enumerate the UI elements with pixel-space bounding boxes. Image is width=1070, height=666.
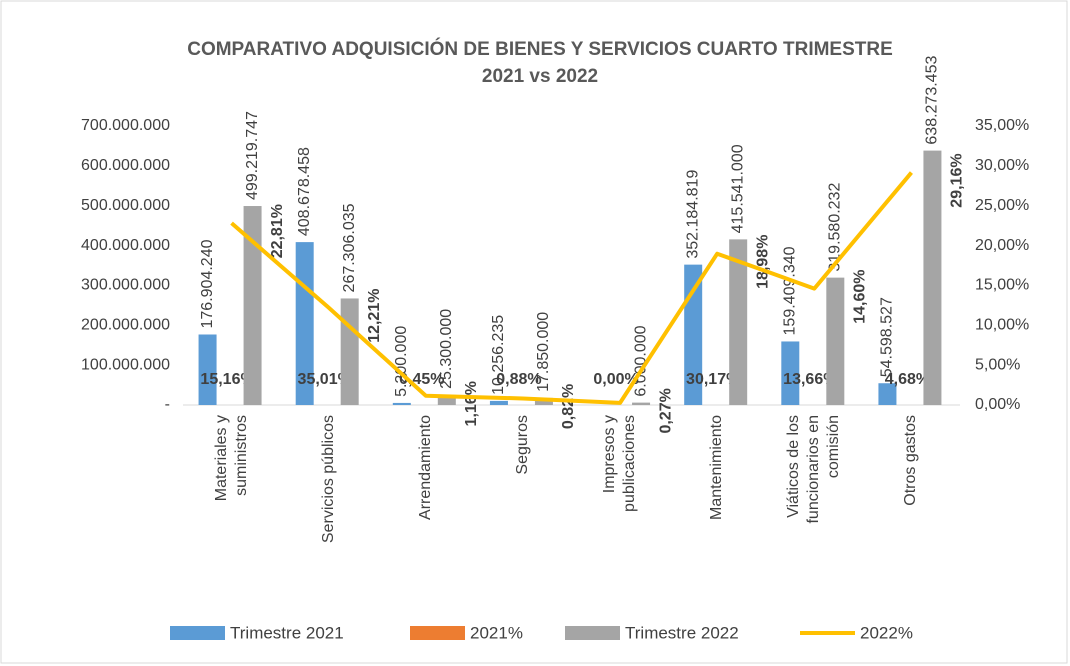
y2-tick-label: 15,00% bbox=[975, 277, 1029, 294]
bar bbox=[632, 402, 651, 405]
data-label: 0,00% bbox=[593, 371, 638, 388]
bar bbox=[729, 239, 748, 405]
chart-title: 2021 vs 2022 bbox=[482, 66, 598, 87]
y-tick-label: 400.000.000 bbox=[81, 237, 170, 254]
data-label: 176.904.240 bbox=[199, 239, 216, 328]
bar bbox=[340, 298, 359, 405]
data-label: 159.409.340 bbox=[782, 246, 799, 335]
y-tick-label: 700.000.000 bbox=[81, 117, 170, 134]
x-tick-label: Viáticos de los funcionarios en comisión bbox=[785, 415, 843, 524]
x-tick-label: Seguros bbox=[513, 415, 531, 475]
y2-tick-label: 20,00% bbox=[975, 237, 1029, 254]
bar bbox=[392, 402, 411, 405]
line-label: 1,16% bbox=[463, 381, 480, 426]
data-label: 4,68% bbox=[885, 371, 930, 388]
bar bbox=[878, 383, 897, 405]
y2-tick-label: 10,00% bbox=[975, 317, 1029, 334]
data-label: 35,01% bbox=[298, 371, 352, 388]
data-label: 352.184.819 bbox=[684, 170, 701, 259]
data-label: 319.580.232 bbox=[827, 183, 844, 272]
data-label: 13,66% bbox=[783, 371, 837, 388]
x-tick-label: Servicios públicos bbox=[319, 415, 337, 544]
legend-label: Trimestre 2021 bbox=[230, 623, 344, 642]
y-tick-label: - bbox=[165, 396, 170, 413]
line-label: 0,27% bbox=[657, 388, 674, 433]
data-label: 17.850.000 bbox=[535, 312, 552, 392]
data-label: 10.256.235 bbox=[490, 315, 507, 395]
data-label: 0,88% bbox=[496, 371, 541, 388]
y2-tick-label: 35,00% bbox=[975, 117, 1029, 134]
line-label: 14,60% bbox=[852, 269, 869, 323]
data-label: 415.541.000 bbox=[729, 144, 746, 233]
y-tick-label: 500.000.000 bbox=[81, 197, 170, 214]
line bbox=[230, 171, 913, 405]
line-label: 29,16% bbox=[949, 153, 966, 207]
legend-swatch bbox=[565, 626, 620, 640]
data-label: 499.219.747 bbox=[244, 111, 261, 200]
bar bbox=[826, 277, 845, 405]
data-label: 54.598.527 bbox=[879, 297, 896, 377]
y2-tick-label: 5,00% bbox=[975, 356, 1020, 373]
data-label: 638.273.453 bbox=[924, 56, 941, 145]
data-label: 15,16% bbox=[200, 371, 254, 388]
legend-swatch bbox=[170, 626, 225, 640]
y2-tick-label: 0,00% bbox=[975, 396, 1020, 413]
x-tick-label: Arrendamiento bbox=[416, 415, 434, 520]
bar bbox=[437, 394, 456, 405]
chart-title: COMPARATIVO ADQUISICIÓN DE BIENES Y SERV… bbox=[187, 38, 893, 60]
x-tick-label: Materiales y suministros bbox=[212, 415, 250, 502]
y-tick-label: 600.000.000 bbox=[81, 157, 170, 174]
y-tick-label: 200.000.000 bbox=[81, 317, 170, 334]
data-label: 408.678.458 bbox=[296, 147, 313, 236]
x-tick-label: Mantenimiento bbox=[708, 415, 726, 520]
y2-tick-label: 25,00% bbox=[975, 197, 1029, 214]
legend-swatch bbox=[410, 626, 465, 640]
bar bbox=[198, 334, 217, 405]
y2-tick-label: 30,00% bbox=[975, 157, 1029, 174]
y-tick-label: 300.000.000 bbox=[81, 277, 170, 294]
data-label: 30,17% bbox=[686, 371, 740, 388]
y-tick-label: 100.000.000 bbox=[81, 356, 170, 373]
legend-label: Trimestre 2022 bbox=[625, 623, 739, 642]
legend-label: 2022% bbox=[860, 623, 913, 642]
bar bbox=[781, 341, 800, 405]
x-tick-label: Otros gastos bbox=[902, 415, 920, 506]
data-label: 25.300.000 bbox=[438, 309, 455, 389]
line-label: 0,82% bbox=[560, 384, 577, 429]
bar bbox=[489, 400, 508, 405]
x-tick-label: Impresos y publicaciones bbox=[601, 415, 639, 512]
bar bbox=[534, 397, 553, 405]
line-label: 18,98% bbox=[754, 235, 771, 289]
line-label: 12,21% bbox=[366, 289, 383, 343]
bar bbox=[923, 150, 942, 405]
legend-label: 2021% bbox=[470, 623, 523, 642]
bar bbox=[243, 206, 262, 405]
data-label: 267.306.035 bbox=[341, 203, 358, 292]
line-label: 22,81% bbox=[269, 204, 286, 258]
